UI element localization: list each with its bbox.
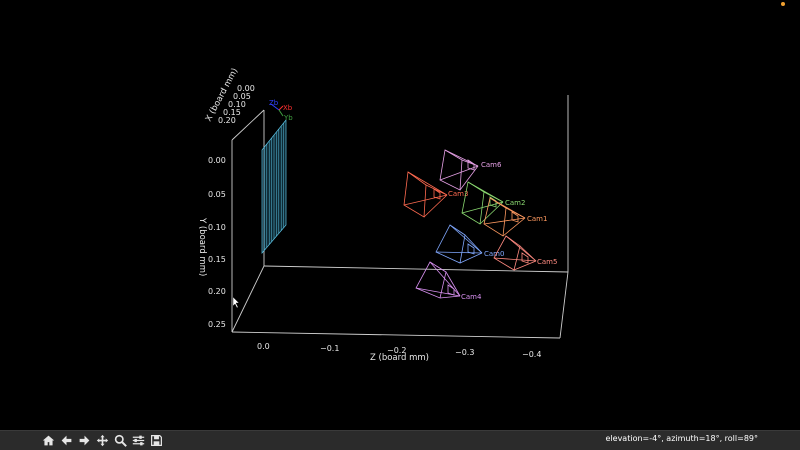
y-axis-label: Y (board mm) bbox=[197, 217, 207, 276]
board-axes: Zb Xb Yb bbox=[269, 99, 293, 122]
sliders-icon bbox=[132, 435, 144, 446]
y-tick-1: 0.05 bbox=[208, 190, 226, 199]
camera-cam0: Cam0 bbox=[435, 224, 504, 264]
camera-cam2: Cam2 bbox=[461, 181, 525, 225]
camera-cam3: Cam3 bbox=[403, 171, 468, 218]
board-axis-label-xb: Xb bbox=[283, 104, 293, 112]
home-button[interactable] bbox=[40, 433, 56, 449]
x-tick-3: 0.15 bbox=[223, 108, 241, 117]
back-button[interactable] bbox=[58, 433, 74, 449]
z-axis-label: Z (board mm) bbox=[370, 353, 429, 363]
camera-cam4: Cam4 bbox=[415, 261, 482, 301]
forward-button[interactable] bbox=[76, 433, 92, 449]
y-tick-5: 0.25 bbox=[208, 320, 226, 329]
camera-label-cam2: Cam2 bbox=[505, 199, 525, 207]
board-axis-label-zb: Zb bbox=[269, 99, 279, 107]
z-tick-4: −0.4 bbox=[522, 350, 541, 359]
arrow-left-icon bbox=[61, 435, 71, 446]
save-button[interactable] bbox=[148, 433, 164, 449]
x-tick-1: 0.05 bbox=[233, 92, 251, 101]
zoom-button[interactable] bbox=[112, 433, 128, 449]
z-tick-3: −0.3 bbox=[455, 348, 474, 357]
y-tick-4: 0.20 bbox=[208, 287, 226, 296]
status-dot bbox=[781, 2, 785, 6]
camera-label-cam0: Cam0 bbox=[484, 250, 504, 258]
y-axis: 0.00 0.05 0.10 0.15 0.20 0.25 Y (board m… bbox=[197, 156, 226, 329]
z-axis: 0.0 −0.1 −0.2 −0.3 −0.4 Z (board mm) bbox=[257, 342, 541, 363]
camera-label-cam4: Cam4 bbox=[461, 293, 482, 301]
home-icon bbox=[42, 435, 54, 446]
pan-button[interactable] bbox=[94, 433, 110, 449]
camera-label-cam5: Cam5 bbox=[537, 258, 557, 266]
camera-cam6: Cam6 bbox=[439, 149, 502, 191]
plot-canvas[interactable]: Zb Xb Yb Cam6 Cam3 bbox=[0, 0, 800, 430]
y-tick-3: 0.15 bbox=[208, 255, 226, 264]
plot-3d[interactable]: Zb Xb Yb Cam6 Cam3 bbox=[0, 0, 800, 430]
camera-label-cam3: Cam3 bbox=[448, 190, 468, 198]
camera-cam1: Cam1 bbox=[483, 197, 547, 237]
zoom-icon bbox=[114, 434, 127, 447]
save-icon bbox=[150, 435, 162, 446]
z-tick-2: −0.2 bbox=[387, 346, 406, 355]
board-axis-label-yb: Yb bbox=[283, 114, 293, 122]
x-tick-4: 0.20 bbox=[218, 116, 236, 125]
z-tick-1: −0.1 bbox=[320, 344, 339, 353]
view-angle-status: elevation=-4°, azimuth=18°, roll=89° bbox=[605, 434, 759, 443]
x-tick-2: 0.10 bbox=[228, 100, 246, 109]
x-tick-0: 0.00 bbox=[237, 84, 255, 93]
camera-wireframes: Cam6 Cam3 Cam2 bbox=[403, 149, 557, 301]
move-icon bbox=[96, 434, 108, 447]
navigation-toolbar: elevation=-4°, azimuth=18°, roll=89° bbox=[0, 430, 800, 450]
x-axis: 0.00 0.05 0.10 0.15 0.20 X (board mm) bbox=[204, 67, 255, 125]
camera-cam5: Cam5 bbox=[493, 235, 557, 271]
configure-button[interactable] bbox=[130, 433, 146, 449]
y-tick-2: 0.10 bbox=[208, 223, 226, 232]
mouse-cursor-icon bbox=[232, 296, 240, 309]
y-tick-0: 0.00 bbox=[208, 156, 226, 165]
arrow-right-icon bbox=[79, 435, 89, 446]
camera-label-cam1: Cam1 bbox=[527, 215, 547, 223]
z-tick-0: 0.0 bbox=[257, 342, 270, 351]
calibration-board bbox=[261, 119, 287, 254]
camera-label-cam6: Cam6 bbox=[481, 161, 502, 169]
